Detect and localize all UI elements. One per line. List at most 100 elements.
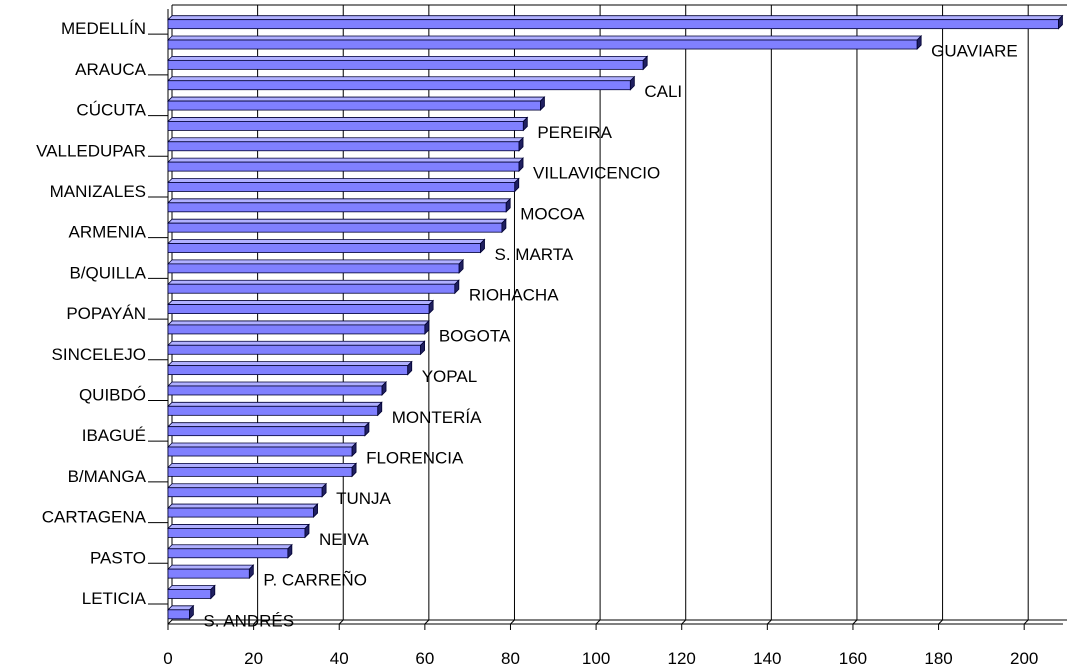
bar-end-face [189,604,194,620]
bar-front-face [167,446,353,457]
bar [167,55,649,71]
bar-end-face [428,299,434,315]
category-label: FLORENCIA [366,449,464,468]
bar-end-face [364,421,370,437]
bar-end-face [501,218,507,234]
bar-top-face [167,361,413,367]
bar-end-face [313,503,318,519]
bar [167,381,388,396]
bar [167,503,319,519]
bar-end-face [377,401,383,417]
bar-end-face [518,136,524,152]
bar-top-face [167,157,525,163]
gridline-floor [1023,619,1029,625]
bar-front-face [167,385,383,396]
category-label: PASTO [90,548,146,567]
bar-top-face [167,340,426,346]
bar-front-face [167,609,190,620]
bar [167,157,525,173]
bar-front-face [167,344,421,355]
bar-top-face [167,76,636,82]
category-label: POPAYÁN [66,304,146,323]
bar-top-face [167,442,358,448]
bar [167,360,413,376]
bar-top-face [167,544,293,550]
bar-top-face [167,178,520,183]
bar [167,340,426,356]
gridline-floor [338,619,344,625]
bar [167,401,383,417]
x-tick-label: 20 [244,649,263,668]
bar [167,35,923,50]
bar-end-face [642,55,648,71]
gridline-floor [681,619,687,625]
bar-front-face [167,507,314,518]
bar-top-face [167,259,465,265]
bar-end-face [381,381,387,396]
category-label: VILLAVICENCIO [533,164,660,183]
bar-top-face [167,35,923,41]
bar [167,523,310,539]
bar-front-face [167,100,541,111]
bar [167,177,520,193]
bar-end-face [420,340,425,356]
bar-top-face [167,218,507,224]
bar-top-face [167,239,486,244]
bar [167,14,1064,30]
bar [167,543,293,559]
bar-top-face [167,300,435,305]
bar-front-face [167,19,1059,30]
bar [167,319,430,335]
bars [167,14,1064,620]
bar-end-face [287,543,293,559]
category-label: MANIZALES [50,182,146,201]
bar-front-face [167,548,289,559]
bar-top-face [167,137,525,143]
bar-top-face [167,564,255,570]
bar-front-face [167,283,456,294]
bar [167,442,358,457]
bar-front-face [167,365,409,376]
gridline-floor [510,619,515,625]
gridline-floor [167,619,173,625]
bar-end-face [321,482,327,498]
x-tick-label: 100 [582,649,610,668]
x-tick-label: 40 [330,649,349,668]
bar-front-face [167,466,353,477]
category-label: CÚCUTA [76,101,146,120]
category-label: PEREIRA [537,123,612,142]
bar-front-face [167,39,918,50]
category-labels: MEDELLÍN GUAVIARE ARAUCA CALI CÚCUTA PEREIRA V… [36,19,1018,630]
x-tick-label: 60 [415,649,434,668]
bar [167,279,460,295]
x-tick-label: 120 [668,649,696,668]
x-tick-label: 200 [1010,649,1038,668]
category-label: NEIVA [319,530,369,549]
category-label: MEDELLÍN [61,19,146,38]
bar-end-face [210,584,216,600]
bar-end-face [518,157,524,173]
category-label: ARMENIA [69,223,147,242]
bar-front-face [167,161,520,172]
category-label: RIOHACHA [469,286,559,305]
x-tick-label: 180 [924,649,952,668]
bar-end-face [505,197,511,213]
bar [167,421,370,437]
bar [167,136,525,152]
x-tick-label: 140 [753,649,781,668]
gridline-floor [852,619,858,625]
category-label: CALI [644,82,682,101]
bar-top-face [167,320,430,326]
bar [167,75,636,91]
bar-front-face [167,589,212,599]
x-tick-label: 0 [163,649,172,668]
gridline-floor [766,619,772,625]
category-label: IBAGUÉ [82,426,146,445]
category-label: SINCELEJO [52,345,146,364]
bar-front-face [167,426,366,437]
bar-front-face [167,487,323,498]
bar-top-face [167,15,1064,21]
category-label: S. ANDRÉS [203,611,294,630]
bar-top-face [167,279,460,285]
